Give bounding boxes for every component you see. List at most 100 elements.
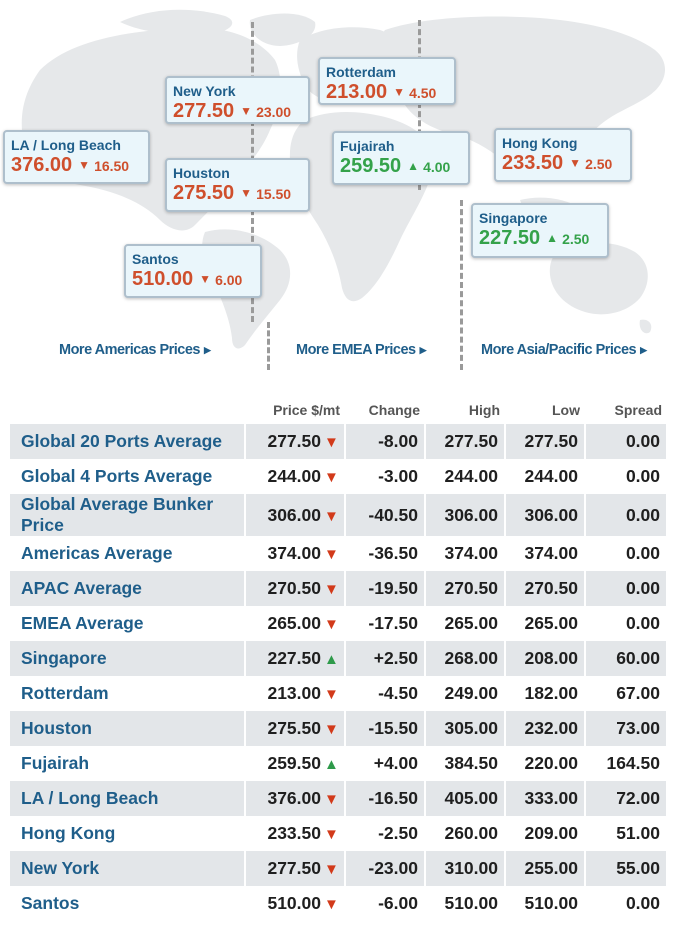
table-row[interactable]: Americas Average 374.00 ▼ -36.50 374.00 374.0… (10, 536, 668, 571)
table-row[interactable]: New York 277.50 ▼ -23.00 310.00 255.00 55.00 (10, 851, 668, 886)
card-price: 259.50 (340, 155, 402, 177)
table-row[interactable]: Houston 275.50 ▼ -15.50 305.00 232.00 73.00 (10, 711, 668, 746)
table-row[interactable]: Santos 510.00 ▼ -6.00 510.00 510.00 0.00 (10, 886, 668, 921)
row-port-name[interactable]: Singapore (10, 641, 246, 676)
card-price: 213.00 (326, 81, 388, 103)
triangle-down-icon: ▼ (240, 186, 253, 200)
row-low: 208.00 (506, 641, 586, 676)
price-card-singapore[interactable]: Singapore 227.50 ▲ 2.50 (471, 203, 609, 258)
row-spread: 164.50 (586, 746, 668, 781)
row-port-name[interactable]: Rotterdam (10, 676, 246, 711)
triangle-up-icon: ▲ (407, 159, 420, 173)
price-card-hong-kong[interactable]: Hong Kong 233.50 ▼ 2.50 (494, 128, 632, 182)
card-price: 275.50 (173, 182, 235, 204)
table-row[interactable]: Global 20 Ports Average 277.50 ▼ -8.00 277.5… (10, 424, 668, 459)
row-price: 244.00 ▼ (246, 459, 346, 494)
row-low: 255.00 (506, 851, 586, 886)
triangle-down-icon: ▼ (199, 272, 212, 286)
price-card-rotterdam[interactable]: Rotterdam 213.00 ▼ 4.50 (318, 57, 456, 105)
card-change: 16.50 (94, 158, 130, 174)
row-port-name[interactable]: APAC Average (10, 571, 246, 606)
row-price: 275.50 ▼ (246, 711, 346, 746)
row-port-name[interactable]: Global 4 Ports Average (10, 459, 246, 494)
price-value: 277.50 (267, 431, 321, 451)
row-low: 270.50 (506, 571, 586, 606)
header-high[interactable]: High (468, 402, 500, 418)
more-americas-prices-link[interactable]: More Americas Prices ▶ (59, 342, 211, 358)
triangle-down-icon: ▼ (324, 721, 339, 738)
price-value: 374.00 (267, 543, 321, 563)
card-price: 227.50 (479, 227, 541, 249)
header-spread[interactable]: Spread (614, 402, 662, 418)
card-change: 2.50 (562, 231, 590, 247)
table-header-row: Price $/mt Change High Low Spread (10, 396, 668, 424)
header-price[interactable]: Price $/mt (273, 402, 340, 418)
price-card-new-york[interactable]: New York 277.50 ▼ 23.00 (165, 76, 310, 124)
row-price: 213.00 ▼ (246, 676, 346, 711)
link-label: More EMEA Prices (296, 342, 416, 358)
triangle-right-icon: ▶ (640, 345, 647, 355)
card-port-name: Fujairah (340, 138, 395, 154)
row-high: 310.00 (426, 851, 506, 886)
card-port-name: Santos (132, 251, 179, 267)
price-card-fujairah[interactable]: Fujairah 259.50 ▲ 4.00 (332, 131, 470, 185)
row-price: 510.00 ▼ (246, 886, 346, 921)
table-row[interactable]: EMEA Average 265.00 ▼ -17.50 265.00 265.00 0.0… (10, 606, 668, 641)
row-spread: 72.00 (586, 781, 668, 816)
card-price: 233.50 (502, 152, 564, 174)
row-spread: 0.00 (586, 424, 668, 459)
price-value: 265.00 (267, 613, 321, 633)
table-row[interactable]: Singapore 227.50 ▲ +2.50 268.00 208.00 60.00 (10, 641, 668, 676)
header-low[interactable]: Low (552, 402, 580, 418)
price-value: 277.50 (267, 858, 321, 878)
row-change: -15.50 (346, 711, 426, 746)
row-change: -19.50 (346, 571, 426, 606)
table-row[interactable]: Hong Kong 233.50 ▼ -2.50 260.00 209.00 51.00 (10, 816, 668, 851)
row-spread: 0.00 (586, 494, 668, 536)
price-value: 244.00 (267, 466, 321, 486)
triangle-down-icon: ▼ (569, 156, 582, 170)
price-card-houston[interactable]: Houston 275.50 ▼ 15.50 (165, 158, 310, 212)
row-port-name[interactable]: New York (10, 851, 246, 886)
table-row[interactable]: Fujairah 259.50 ▲ +4.00 384.50 220.00 164.50 (10, 746, 668, 781)
table-row[interactable]: Global 4 Ports Average 244.00 ▼ -3.00 244.00… (10, 459, 668, 494)
price-value: 376.00 (267, 788, 321, 808)
row-port-name[interactable]: Global 20 Ports Average (10, 424, 246, 459)
price-card-la-long-beach[interactable]: LA / Long Beach 376.00 ▼ 16.50 (3, 130, 150, 184)
card-price: 277.50 (173, 100, 235, 122)
row-change: -16.50 (346, 781, 426, 816)
row-port-name[interactable]: Hong Kong (10, 816, 246, 851)
row-port-name[interactable]: Houston (10, 711, 246, 746)
row-port-name[interactable]: EMEA Average (10, 606, 246, 641)
row-high: 270.50 (426, 571, 506, 606)
triangle-down-icon: ▼ (324, 686, 339, 703)
row-port-name[interactable]: Americas Average (10, 536, 246, 571)
triangle-up-icon: ▲ (324, 756, 339, 773)
row-low: 265.00 (506, 606, 586, 641)
more-emea-prices-link[interactable]: More EMEA Prices ▶ (296, 342, 427, 358)
header-change[interactable]: Change (368, 402, 420, 418)
header-port (10, 396, 246, 424)
row-port-name[interactable]: Global Average Bunker Price (10, 494, 246, 536)
row-port-name[interactable]: Fujairah (10, 746, 246, 781)
row-spread: 51.00 (586, 816, 668, 851)
row-spread: 0.00 (586, 536, 668, 571)
row-price: 259.50 ▲ (246, 746, 346, 781)
row-low: 182.00 (506, 676, 586, 711)
triangle-down-icon: ▼ (324, 826, 339, 843)
card-port-name: Houston (173, 165, 230, 181)
table-row[interactable]: APAC Average 270.50 ▼ -19.50 270.50 270.50 0.0… (10, 571, 668, 606)
table-row[interactable]: Global Average Bunker Price 306.00 ▼ -40.50… (10, 494, 668, 536)
row-low: 232.00 (506, 711, 586, 746)
emea-apac-divider-lower (460, 200, 463, 370)
row-port-name[interactable]: LA / Long Beach (10, 781, 246, 816)
price-card-santos[interactable]: Santos 510.00 ▼ 6.00 (124, 244, 262, 298)
row-change: -8.00 (346, 424, 426, 459)
row-high: 249.00 (426, 676, 506, 711)
table-row[interactable]: Rotterdam 213.00 ▼ -4.50 249.00 182.00 67.00 (10, 676, 668, 711)
triangle-down-icon: ▼ (240, 104, 253, 118)
price-value: 306.00 (267, 504, 321, 525)
more-apac-prices-link[interactable]: More Asia/Pacific Prices ▶ (481, 342, 647, 358)
table-row[interactable]: LA / Long Beach 376.00 ▼ -16.50 405.00 333.00… (10, 781, 668, 816)
row-port-name[interactable]: Santos (10, 886, 246, 921)
